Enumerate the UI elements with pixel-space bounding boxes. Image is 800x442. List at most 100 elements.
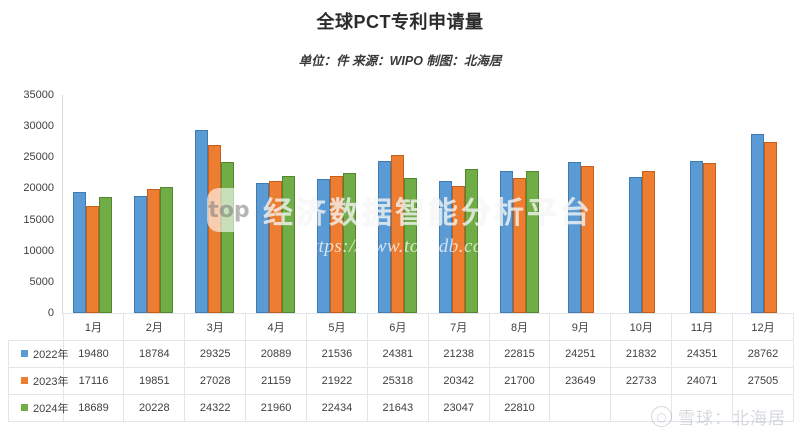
table-value-cell [732,394,794,422]
table-value-cell [549,394,612,422]
bar [641,171,655,313]
bar [500,170,513,313]
legend-swatch-icon [21,350,28,357]
table-row: 2024年 18689 20228 24322 21960 22434 21643 23047… [8,394,794,422]
y-axis-tick-label: 5000 [29,275,54,288]
bar [317,178,330,313]
bar [526,170,539,313]
table-value-cell: 18689 [62,394,125,422]
legend-label: 2023年 [33,376,69,388]
chart-data-table: 1月 2月 3月 4月 5月 6月 7月 8月 9月 10月 11月 12月 2022年 19480 187… [8,313,794,422]
table-month-header: 8月 [488,313,551,341]
table-value-cell: 21238 [427,340,490,368]
table-value-cell: 20228 [123,394,186,422]
table-month-header: 12月 [732,313,794,341]
table-value-cell: 19480 [62,340,125,368]
table-value-cell: 23649 [549,367,612,395]
bar [256,182,269,313]
table-value-cell: 23047 [427,394,490,422]
table-value-cell: 27505 [732,367,794,395]
table-value-cell: 24251 [549,340,612,368]
table-value-cell: 24071 [671,367,734,395]
bar-group [611,95,672,313]
y-axis-tick-label: 20000 [23,182,54,195]
table-month-header: 7月 [427,313,490,341]
chart-subtitle: 单位：件 来源：WIPO 制图：北海居 [298,54,502,68]
table-value-cell: 24322 [184,394,247,422]
table-value-cell: 21643 [366,394,429,422]
table-value-cell: 21536 [306,340,368,368]
table-value-cell: 21700 [488,367,551,395]
bar-group [184,95,245,313]
bar-group [733,95,794,313]
table-header-row: 1月 2月 3月 4月 5月 6月 7月 8月 9月 10月 11月 12月 [9,313,794,341]
table-month-header: 6月 [366,313,429,341]
table-month-header: 3月 [184,313,247,341]
bar-group [367,95,428,313]
bar-group [672,95,733,313]
table-value-cell: 21960 [245,394,307,422]
bar-group [489,95,550,313]
bar [282,176,295,313]
plot-area [62,95,794,313]
bar [330,176,343,313]
bar [465,169,478,313]
table-month-header: 2月 [123,313,186,341]
bar [221,161,234,313]
table-value-cell [610,394,673,422]
legend-label: 2024年 [33,403,69,415]
chart-data-table-body: 1月 2月 3月 4月 5月 6月 7月 8月 9月 10月 11月 12月 2022年 19480 187… [8,313,794,422]
table-value-cell: 22434 [306,394,368,422]
bar [208,144,221,313]
bar [269,181,282,313]
bar [763,141,777,313]
table-value-cell: 25318 [366,367,429,395]
table-value-cell: 24381 [366,340,429,368]
bar [134,196,147,313]
bar [439,180,452,313]
table-value-cell: 21922 [306,367,368,395]
bar [343,173,356,313]
table-corner-cell [9,314,64,341]
table-row: 2022年 19480 18784 29325 20889 21536 24381 21238… [8,340,794,368]
table-value-cell: 19851 [123,367,186,395]
bar [580,165,594,313]
bar [391,155,404,313]
bar [702,163,716,313]
table-value-cell: 22810 [488,394,551,422]
bar [195,130,208,313]
table-month-header: 11月 [671,313,734,341]
chart-title: 全球PCT专利申请量 [316,12,484,32]
table-value-cell: 28762 [732,340,794,368]
bar [73,191,86,313]
legend-item-2024年: 2024年 [8,394,68,422]
table-value-cell: 22815 [488,340,551,368]
table-month-header: 10月 [610,313,673,341]
table-value-cell: 24351 [671,340,734,368]
y-axis-tick-label: 25000 [23,151,54,164]
bar [689,161,703,313]
bar [567,161,581,313]
y-axis-tick-label: 30000 [23,120,54,133]
y-axis-tick-label: 0 [47,307,54,319]
table-value-cell: 21832 [610,340,673,368]
table-value-cell [671,394,734,422]
bar [452,186,465,313]
table-value-cell: 21159 [245,367,307,395]
y-axis-tick-label: 15000 [23,213,54,226]
y-axis-tick-label: 10000 [23,244,54,257]
table-value-cell: 20342 [427,367,490,395]
table-value-cell: 29325 [184,340,247,368]
bar [628,177,642,313]
bar [404,178,417,313]
bar [99,196,112,313]
legend-swatch-icon [21,404,28,411]
bar-group [123,95,184,313]
table-month-header: 4月 [245,313,307,341]
table-month-header: 5月 [306,313,368,341]
table-value-cell: 22733 [610,367,673,395]
table-value-cell: 20889 [245,340,307,368]
bar [378,161,391,313]
legend-label: 2022年 [33,349,69,361]
